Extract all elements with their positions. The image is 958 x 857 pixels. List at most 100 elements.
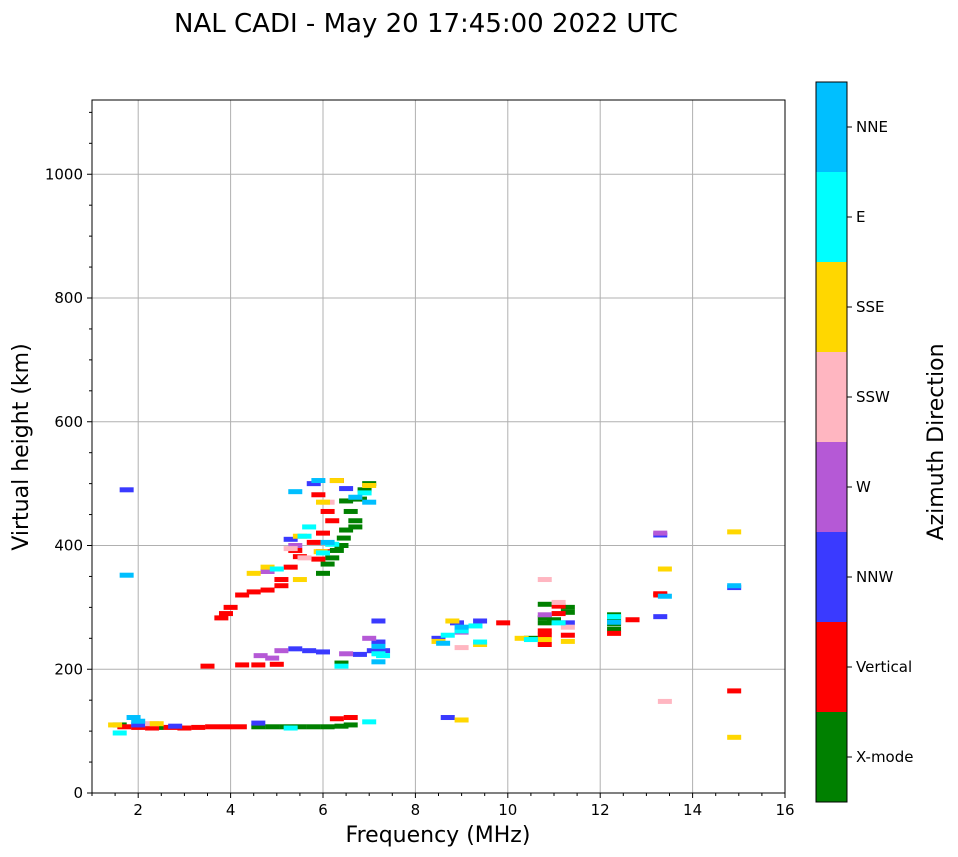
- echo-mark-sse: [329, 478, 344, 484]
- echo-mark-x-mode: [357, 487, 372, 493]
- echo-mark-nnw: [653, 614, 668, 620]
- y-axis-ticks: 0 200 400 600 800 1000: [45, 111, 92, 802]
- echo-mark-sse: [108, 722, 123, 728]
- x-axis-ticks: 2 4 6 8 10 12 14 16: [91, 793, 795, 819]
- echo-mark-nnw: [288, 646, 303, 652]
- colorbar-segment: [816, 172, 847, 262]
- grid-lines: [92, 100, 786, 794]
- echo-mark-vertical: [311, 492, 326, 498]
- echo-mark-vertical: [607, 630, 622, 636]
- echo-mark-sse: [514, 635, 529, 641]
- echo-mark-nne: [348, 494, 363, 500]
- echo-mark-vertical: [235, 592, 250, 598]
- echo-mark-x-mode: [334, 660, 349, 666]
- colorbar-category-label: NNE: [856, 118, 888, 136]
- echo-mark-vertical: [191, 724, 206, 730]
- y-axis-label: Virtual height (km): [9, 343, 34, 550]
- echo-mark-vertical: [177, 725, 192, 731]
- colorbar-category-label: SSE: [856, 298, 885, 316]
- echo-mark-nnw: [440, 715, 455, 721]
- echo-mark-x-mode: [348, 524, 363, 530]
- echo-mark-sse: [292, 577, 307, 583]
- echo-mark-x-mode: [292, 724, 307, 730]
- echo-mark-nnw: [131, 722, 146, 728]
- colorbar-segment: [816, 352, 847, 442]
- echo-mark-w: [265, 655, 280, 661]
- colorbar-frame: [815, 81, 848, 803]
- echo-mark-vertical: [214, 615, 229, 621]
- echo-mark-nnw: [302, 648, 317, 654]
- echo-mark-ssw: [560, 624, 575, 630]
- colorbar-category-label: E: [856, 208, 865, 226]
- x-tick-label: 4: [226, 801, 236, 819]
- echo-mark-sse: [727, 529, 742, 535]
- colorbar-segment: [816, 622, 847, 712]
- echo-mark-nne: [371, 643, 386, 649]
- echo-mark-ssw: [283, 546, 298, 552]
- echo-mark-e: [523, 637, 538, 643]
- echo-mark-nne: [311, 478, 326, 484]
- echo-mark-vertical: [625, 617, 640, 623]
- echo-mark-vertical: [329, 716, 344, 722]
- echo-mark-nne: [607, 619, 622, 625]
- echo-mark-x-mode: [329, 547, 344, 553]
- echo-mark-x-mode: [343, 722, 358, 728]
- echo-mark-vertical: [218, 611, 233, 617]
- echo-mark-nnw: [306, 481, 321, 487]
- echo-mark-sse: [260, 564, 275, 570]
- echo-mark-vertical: [727, 688, 742, 694]
- echo-mark-vertical: [551, 611, 566, 617]
- x-tick-label: 6: [318, 801, 328, 819]
- echo-mark-e: [362, 719, 377, 725]
- echo-mark-x-mode: [265, 724, 280, 730]
- echo-mark-x-mode: [336, 535, 351, 541]
- echo-mark-nne: [131, 718, 146, 724]
- echo-mark-w: [260, 568, 275, 574]
- x-tick-label: 16: [775, 801, 794, 819]
- echo-mark-nnw: [339, 486, 354, 492]
- echo-mark-sse: [445, 618, 460, 624]
- echo-mark-nnw: [371, 639, 386, 645]
- echo-mark-w: [537, 612, 552, 618]
- echo-mark-ssw: [657, 698, 672, 704]
- echo-mark-nne: [727, 583, 742, 589]
- echo-mark-e: [551, 620, 566, 626]
- echo-mark-e: [607, 614, 622, 620]
- echo-mark-nnw: [371, 618, 386, 624]
- echo-mark-x-mode: [334, 543, 349, 548]
- echo-mark-vertical: [537, 642, 552, 647]
- echo-mark-vertical: [283, 564, 298, 570]
- echo-mark-vertical: [551, 603, 566, 609]
- y-tick-label: 0: [73, 784, 83, 802]
- echo-mark-nnw: [251, 720, 266, 726]
- echo-mark-x-mode: [560, 604, 575, 610]
- echo-mark-ssw: [297, 555, 312, 561]
- echo-mark-vertical: [269, 661, 284, 667]
- echo-mark-nne: [454, 624, 469, 630]
- echo-mark-x-mode: [306, 724, 321, 730]
- echo-mark-vertical: [311, 556, 326, 562]
- echo-mark-w: [339, 651, 354, 657]
- echo-mark-sse: [537, 637, 552, 643]
- colorbar-category-label: W: [856, 478, 871, 496]
- colorbar-category-label: Vertical: [856, 658, 912, 676]
- echo-mark-nne: [371, 659, 386, 665]
- y-tick-label: 800: [54, 289, 83, 307]
- echo-mark-vertical: [343, 715, 358, 721]
- echo-mark-sse: [560, 638, 575, 644]
- echo-mark-nnw: [366, 648, 381, 654]
- echo-mark-x-mode: [339, 498, 354, 504]
- colorbar-segment: [816, 82, 847, 172]
- echo-mark-x-mode: [334, 723, 349, 729]
- echo-mark-nne: [362, 499, 377, 505]
- echo-mark-sse: [149, 721, 164, 727]
- echo-mark-w: [653, 530, 668, 536]
- colorbar-segment: [816, 442, 847, 532]
- echo-mark-nnw: [168, 723, 183, 729]
- echo-mark-vertical: [274, 583, 289, 589]
- echo-mark-w: [253, 653, 268, 659]
- echo-mark-sse: [454, 717, 469, 723]
- echo-mark-vertical: [223, 604, 238, 610]
- echo-mark-e: [357, 490, 372, 496]
